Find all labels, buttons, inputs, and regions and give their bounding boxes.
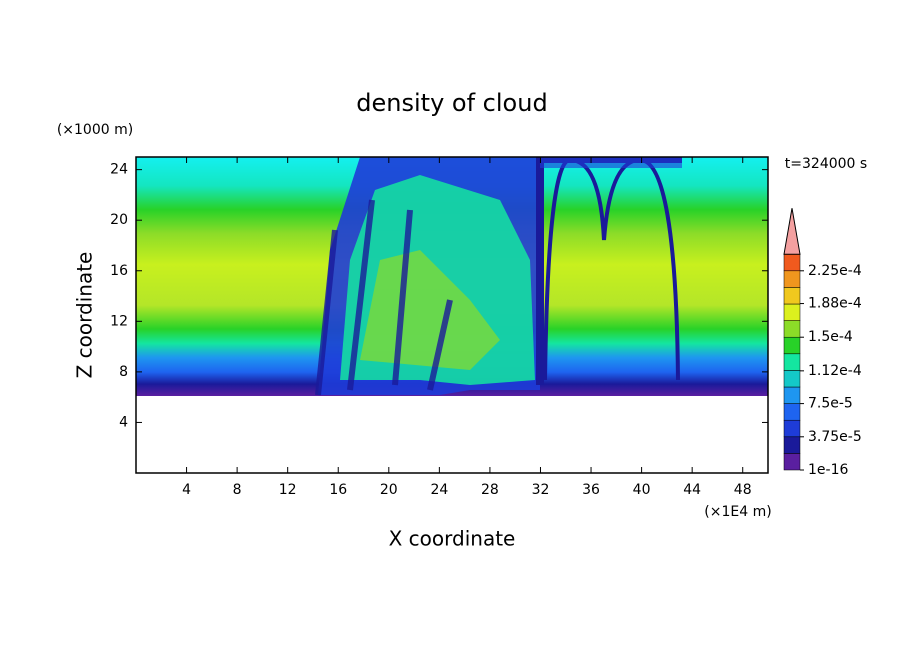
x-axis-label: X coordinate — [389, 527, 516, 551]
colorbar-box — [783, 436, 801, 454]
plot-frame — [135, 156, 769, 474]
colorbar-box — [783, 403, 801, 421]
colorbar-label: 2.25e-4 — [808, 263, 862, 279]
y-tick-label: 8 — [119, 364, 128, 380]
x-tick-label: 12 — [279, 482, 297, 498]
x-tick-label: 40 — [633, 482, 651, 498]
colorbar-label: 1.5e-4 — [808, 329, 853, 345]
y-tick-label: 20 — [110, 212, 128, 228]
contour-field — [136, 157, 768, 396]
x-unit: (×1E4 m) — [704, 504, 771, 520]
y-tick-label: 16 — [110, 263, 128, 279]
colorbar-box — [783, 253, 801, 272]
colorbar-label: 1e-16 — [808, 462, 848, 478]
chart-title: density of cloud — [356, 89, 547, 117]
colorbar-label: 3.75e-5 — [808, 429, 862, 445]
y-tick-label: 12 — [110, 313, 128, 329]
colorbar-label: 7.5e-5 — [808, 396, 853, 412]
colorbar-extension — [783, 208, 801, 255]
x-tick-label: 16 — [329, 482, 347, 498]
colorbar-box — [783, 270, 801, 288]
y-axis-label: Z coordinate — [73, 252, 97, 379]
x-tick-label: 28 — [481, 482, 499, 498]
x-tick-label: 8 — [233, 482, 242, 498]
colorbar-box — [783, 419, 801, 438]
colorbar-box — [783, 453, 801, 471]
time-label: t=324000 s — [785, 156, 867, 172]
x-tick-label: 20 — [380, 482, 398, 498]
x-tick-label: 36 — [582, 482, 600, 498]
colorbar-box — [783, 353, 801, 371]
x-tick-label: 48 — [734, 482, 752, 498]
x-tick-label: 44 — [683, 482, 701, 498]
y-tick-label: 24 — [110, 162, 128, 178]
colorbar-label: 1.88e-4 — [808, 296, 862, 312]
colorbar-box — [783, 320, 801, 338]
colorbar-box — [783, 287, 801, 305]
x-tick-label: 4 — [182, 482, 191, 498]
colorbar-label: 1.12e-4 — [808, 363, 862, 379]
colorbar-box — [783, 386, 801, 404]
y-unit: (×1000 m) — [57, 122, 133, 138]
y-tick-label: 4 — [119, 414, 128, 430]
x-tick-label: 32 — [532, 482, 550, 498]
colorbar-box — [783, 303, 801, 321]
x-tick-label: 24 — [430, 482, 448, 498]
colorbar-box — [783, 370, 801, 388]
colorbar-box — [783, 336, 801, 355]
